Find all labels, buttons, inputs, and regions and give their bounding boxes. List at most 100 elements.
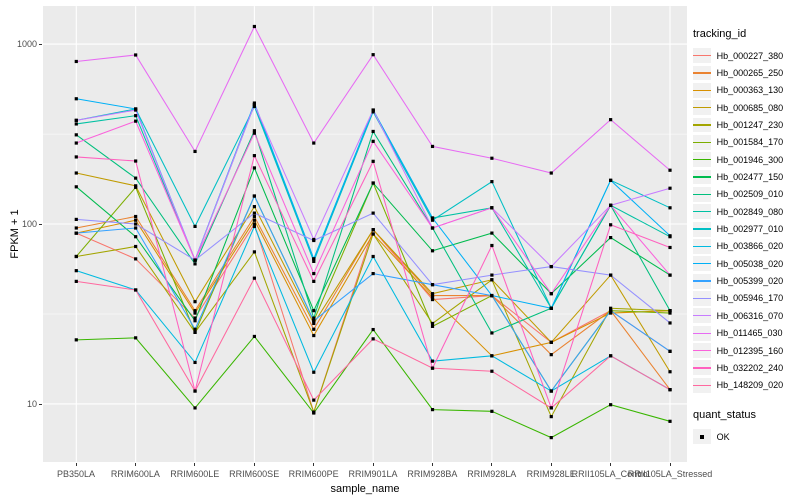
data-point bbox=[608, 306, 612, 310]
x-tickmark bbox=[550, 462, 552, 466]
data-point bbox=[74, 122, 78, 126]
y-tick-label-100: 100 bbox=[21, 219, 37, 229]
data-point bbox=[74, 133, 78, 137]
x-tickmark bbox=[313, 462, 315, 466]
legend-key-swatch bbox=[693, 308, 711, 324]
legend-key-line bbox=[693, 193, 711, 196]
legend-label: Hb_000363_130 bbox=[716, 85, 784, 96]
data-point bbox=[193, 311, 197, 315]
legend-item-Hb_000227_380: Hb_000227_380 bbox=[693, 47, 799, 64]
data-point bbox=[371, 129, 375, 134]
legend-key-line bbox=[693, 176, 711, 178]
black-square-point-icon bbox=[699, 434, 704, 439]
data-point bbox=[668, 168, 672, 172]
legend-key-swatch bbox=[693, 117, 711, 133]
legend-label: Hb_000685_080 bbox=[716, 102, 784, 113]
data-point bbox=[668, 273, 672, 277]
x-tick-label-RRIM600SE: RRIM600SE bbox=[229, 469, 280, 479]
legend-key-swatch bbox=[693, 82, 711, 98]
legend-label: Hb_005038_020 bbox=[716, 258, 784, 269]
legend-key-line bbox=[693, 124, 711, 126]
legend-item-Hb_002477_150: Hb_002477_150 bbox=[693, 168, 799, 185]
x-tick-label-RRIM928BA: RRIM928BA bbox=[407, 469, 458, 479]
legend-key-swatch bbox=[693, 343, 711, 358]
data-point bbox=[193, 327, 197, 331]
x-tick-label-RRIM600PE: RRIM600PE bbox=[288, 469, 339, 479]
data-point bbox=[430, 297, 434, 302]
data-point bbox=[549, 306, 553, 310]
data-point bbox=[549, 340, 553, 344]
data-point bbox=[371, 181, 375, 185]
legend-key-swatch bbox=[693, 48, 711, 64]
data-point bbox=[489, 180, 494, 184]
legend-key-line bbox=[693, 315, 711, 317]
legend-key-swatch bbox=[693, 273, 711, 289]
data-point bbox=[430, 295, 434, 300]
data-point bbox=[608, 273, 612, 277]
data-point bbox=[549, 415, 553, 419]
legend-key-line bbox=[693, 107, 711, 109]
data-point bbox=[133, 53, 137, 57]
data-point bbox=[430, 216, 434, 220]
legend-label: Hb_011465_030 bbox=[716, 328, 783, 339]
data-point bbox=[668, 419, 672, 423]
legend-key-swatch bbox=[693, 169, 711, 185]
data-point bbox=[133, 218, 137, 222]
data-point bbox=[430, 283, 434, 287]
data-point bbox=[608, 178, 612, 182]
data-point bbox=[193, 300, 197, 304]
legend-label: Hb_032202_240 bbox=[716, 362, 784, 373]
legend-key-line bbox=[693, 228, 711, 230]
data-point bbox=[133, 235, 137, 239]
legend-key-swatch bbox=[693, 360, 711, 376]
legend-item-Hb_005038_020: Hb_005038_020 bbox=[693, 255, 799, 272]
plot-panel bbox=[42, 6, 687, 462]
data-point bbox=[608, 354, 612, 358]
legend-key-line bbox=[693, 367, 711, 369]
x-tickmark bbox=[610, 462, 612, 466]
data-point bbox=[252, 250, 256, 254]
legend-label: OK bbox=[716, 431, 730, 442]
data-point bbox=[133, 108, 137, 112]
data-point bbox=[133, 288, 137, 292]
data-point bbox=[193, 319, 197, 323]
data-point bbox=[311, 319, 316, 323]
data-point bbox=[489, 231, 494, 235]
data-point bbox=[489, 354, 494, 358]
data-point bbox=[549, 264, 553, 269]
data-point bbox=[193, 258, 197, 262]
data-point bbox=[133, 114, 137, 118]
data-point bbox=[133, 119, 137, 123]
data-point bbox=[133, 222, 137, 226]
x-tick-label-RRII105LA_Control: RRII105LA_Control bbox=[571, 469, 650, 479]
legend-key-swatch bbox=[693, 291, 711, 306]
data-point bbox=[430, 293, 434, 298]
legend-item-Hb_001247_230: Hb_001247_230 bbox=[693, 116, 799, 133]
legend-item-quant-OK: OK bbox=[693, 428, 799, 445]
data-point bbox=[668, 206, 672, 210]
data-point bbox=[252, 334, 256, 339]
data-point bbox=[133, 159, 137, 163]
x-tickmark bbox=[372, 462, 374, 466]
data-point bbox=[74, 279, 78, 283]
y-axis-title: FPKM + 1 bbox=[9, 209, 21, 259]
data-point bbox=[371, 337, 375, 341]
x-tick-label-RRIM901LA: RRIM901LA bbox=[348, 469, 398, 479]
data-point bbox=[489, 278, 494, 282]
data-point bbox=[371, 159, 375, 163]
data-point bbox=[430, 324, 434, 328]
legend-item-Hb_003866_020: Hb_003866_020 bbox=[693, 238, 799, 255]
legend: tracking_id Hb_000227_380 Hb_000265_250 Hb… bbox=[693, 28, 799, 445]
legend-item-Hb_148209_020: Hb_148209_020 bbox=[693, 377, 799, 394]
legend-key-line bbox=[693, 245, 711, 248]
data-point bbox=[193, 360, 197, 365]
x-tick-label-PB350LA: PB350LA bbox=[56, 469, 96, 479]
data-point bbox=[371, 53, 375, 57]
legend-label: Hb_148209_020 bbox=[716, 380, 784, 391]
legend-label: Hb_005946_170 bbox=[716, 293, 784, 304]
legend-item-Hb_032202_240: Hb_032202_240 bbox=[693, 359, 799, 376]
data-point bbox=[608, 118, 612, 122]
x-tick-label-RRIM600LA: RRIM600LA bbox=[110, 469, 160, 479]
data-point bbox=[74, 118, 78, 122]
data-point bbox=[489, 156, 494, 160]
